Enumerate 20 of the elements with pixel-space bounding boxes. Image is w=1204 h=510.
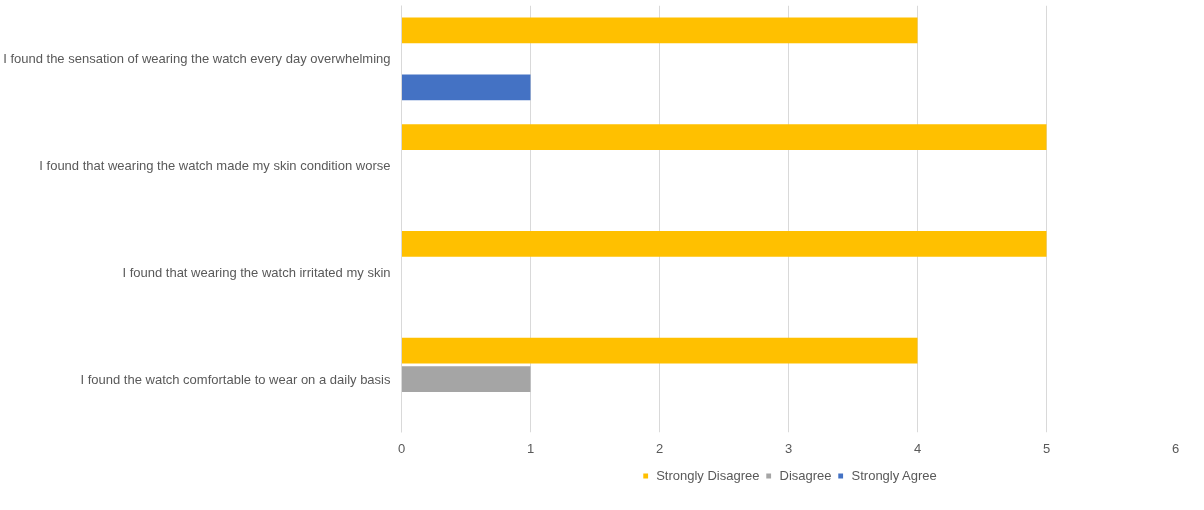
bar: [401, 366, 531, 392]
legend-label: Disagree: [779, 467, 832, 483]
legend-label: Strongly Agree: [851, 467, 937, 483]
x-tick-label: 3: [784, 440, 793, 456]
bar: [401, 337, 918, 364]
x-tick-label: 6: [1171, 440, 1180, 456]
legend-label: Strongly Disagree: [656, 467, 760, 483]
y-tick-label: I found the watch comfortable to wear on a daily basis: [80, 371, 391, 387]
x-tick-label: 5: [1042, 440, 1051, 456]
x-tick-label: 2: [655, 440, 664, 456]
y-tick-label: I found that wearing the watch irritated my skin: [122, 264, 391, 280]
x-tick-label: 0: [397, 440, 406, 456]
y-tick-label: I found that wearing the watch made my skin condition worse: [39, 158, 391, 174]
bar: [401, 17, 918, 44]
x-tick-label: 4: [913, 440, 922, 456]
bar: [401, 231, 1047, 257]
x-tick-label: 1: [526, 440, 535, 456]
y-tick-label: I found the sensation of wearing the watch every day overwhelming: [3, 51, 391, 67]
bar: [401, 74, 531, 101]
bar: [401, 124, 1047, 150]
